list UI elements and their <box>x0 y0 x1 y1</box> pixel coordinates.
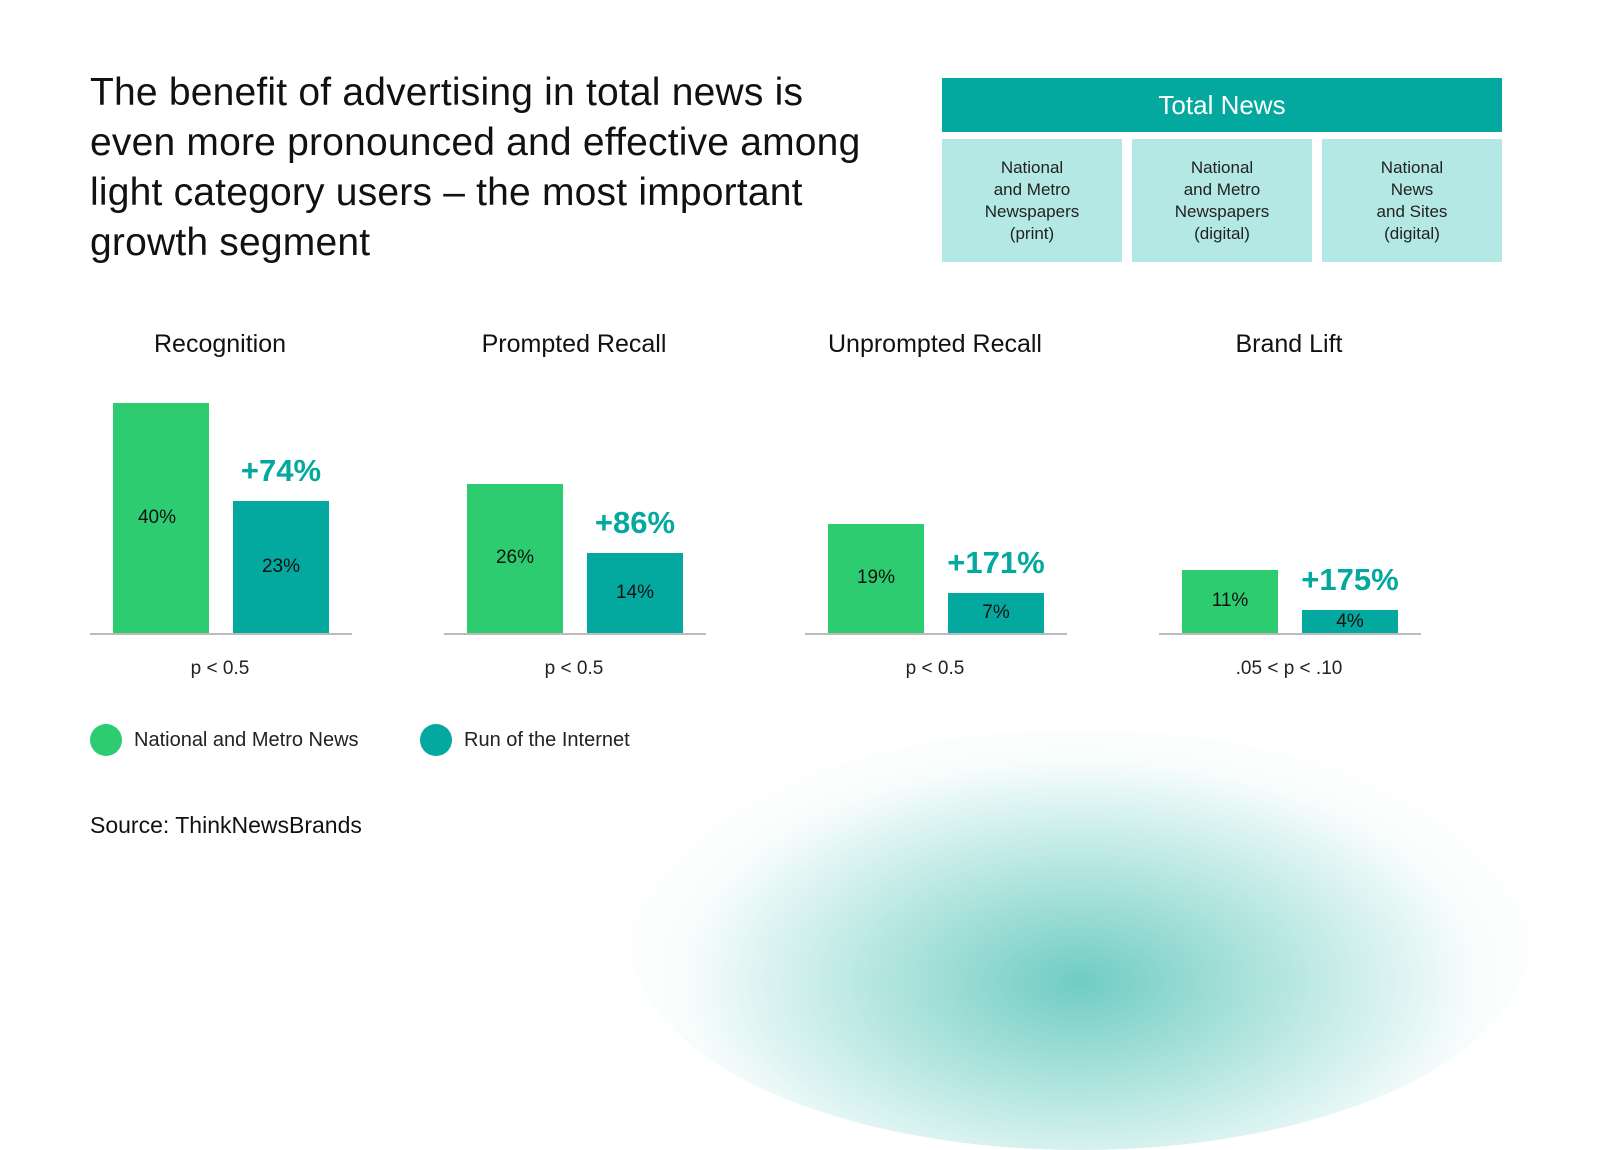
bar-run-of-internet <box>948 592 1044 633</box>
background-glow <box>630 730 1530 1150</box>
uplift-label: +171% <box>947 544 1045 580</box>
chart-baseline <box>444 633 706 635</box>
bar-value-label-national: 40% <box>137 507 177 528</box>
legend-national-label: National and Metro News <box>134 729 359 751</box>
chart-baseline <box>805 633 1067 635</box>
bar-value-label-roi: 4% <box>1336 610 1364 632</box>
uplift-label: +86% <box>594 504 676 540</box>
bar-run-of-internet <box>587 552 683 633</box>
chart-baseline <box>90 633 352 635</box>
bar-run-of-internet <box>233 500 329 633</box>
uplift-label: +74% <box>240 452 322 488</box>
total-news-cell-label: National and Metro Newspapers (print) <box>984 157 1080 243</box>
total-news-cell-print: National and Metro Newspapers (print) <box>942 139 1122 262</box>
uplift-label: +175% <box>1301 562 1399 597</box>
significance-note: p < 0.5 <box>190 658 250 679</box>
total-news-cell-digital-newspapers: National and Metro Newspapers (digital) <box>1132 139 1312 262</box>
page-title: The benefit of advertising in total news… <box>90 71 861 264</box>
significance-note: p < 0.5 <box>905 658 965 679</box>
total-news-header: Total News <box>942 78 1502 132</box>
total-news-cell-label: National and Metro Newspapers (digital) <box>1174 157 1270 243</box>
bar-value-label-national: 11% <box>1211 590 1249 612</box>
chart-title: Unprompted Recall <box>828 330 1042 358</box>
legend-national-swatch <box>90 724 122 756</box>
bar-national-metro <box>467 483 563 633</box>
legend-roi-swatch <box>420 724 452 756</box>
bar-value-label-roi: 23% <box>261 555 301 577</box>
bar-value-label-roi: 7% <box>982 601 1010 623</box>
bar-value-label-national: 26% <box>495 547 535 569</box>
chart-title: Prompted Recall <box>481 330 667 358</box>
total-news-cell-news-sites: National News and Sites (digital) <box>1322 139 1502 262</box>
legend-roi-label: Run of the Internet <box>464 729 630 751</box>
significance-note: p < 0.5 <box>544 658 604 679</box>
chart-title: Brand Lift <box>1235 330 1343 358</box>
bar-run-of-internet <box>1302 610 1398 633</box>
bar-value-label-national: 19% <box>856 567 896 589</box>
source-note: Source: ThinkNewsBrands <box>90 812 362 838</box>
chart-title: Recognition <box>153 330 287 358</box>
chart-baseline <box>1159 633 1421 635</box>
bar-national-metro <box>828 523 924 633</box>
total-news-cell-label: National News and Sites (digital) <box>1376 157 1448 243</box>
bar-value-label-roi: 14% <box>615 581 655 603</box>
bar-national-metro <box>1182 569 1278 633</box>
bar-national-metro <box>113 403 209 633</box>
significance-note: .05 < p < .10 <box>1235 658 1343 679</box>
